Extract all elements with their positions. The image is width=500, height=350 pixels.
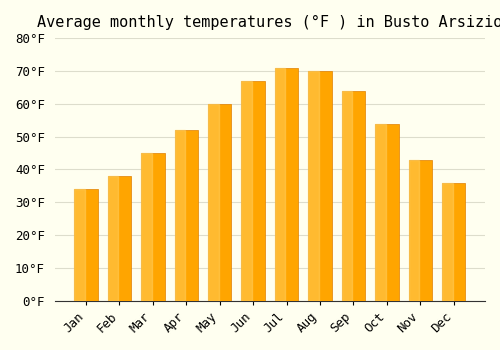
Bar xyxy=(108,176,131,301)
Bar xyxy=(174,130,198,301)
Bar xyxy=(408,160,419,301)
Bar xyxy=(442,183,466,301)
Bar xyxy=(375,124,386,301)
Bar xyxy=(141,153,152,301)
Bar xyxy=(242,81,252,301)
Bar xyxy=(208,104,218,301)
Bar xyxy=(141,153,165,301)
Bar xyxy=(408,160,432,301)
Bar xyxy=(74,189,85,301)
Bar xyxy=(208,104,232,301)
Bar xyxy=(242,81,265,301)
Bar xyxy=(174,130,185,301)
Bar xyxy=(308,71,332,301)
Bar xyxy=(275,68,298,301)
Bar xyxy=(375,124,398,301)
Bar xyxy=(442,183,452,301)
Bar xyxy=(275,68,285,301)
Bar xyxy=(108,176,118,301)
Bar xyxy=(74,189,98,301)
Bar xyxy=(342,91,352,301)
Bar xyxy=(342,91,365,301)
Title: Average monthly temperatures (°F ) in Busto Arsizio: Average monthly temperatures (°F ) in Bu… xyxy=(37,15,500,30)
Bar xyxy=(308,71,319,301)
